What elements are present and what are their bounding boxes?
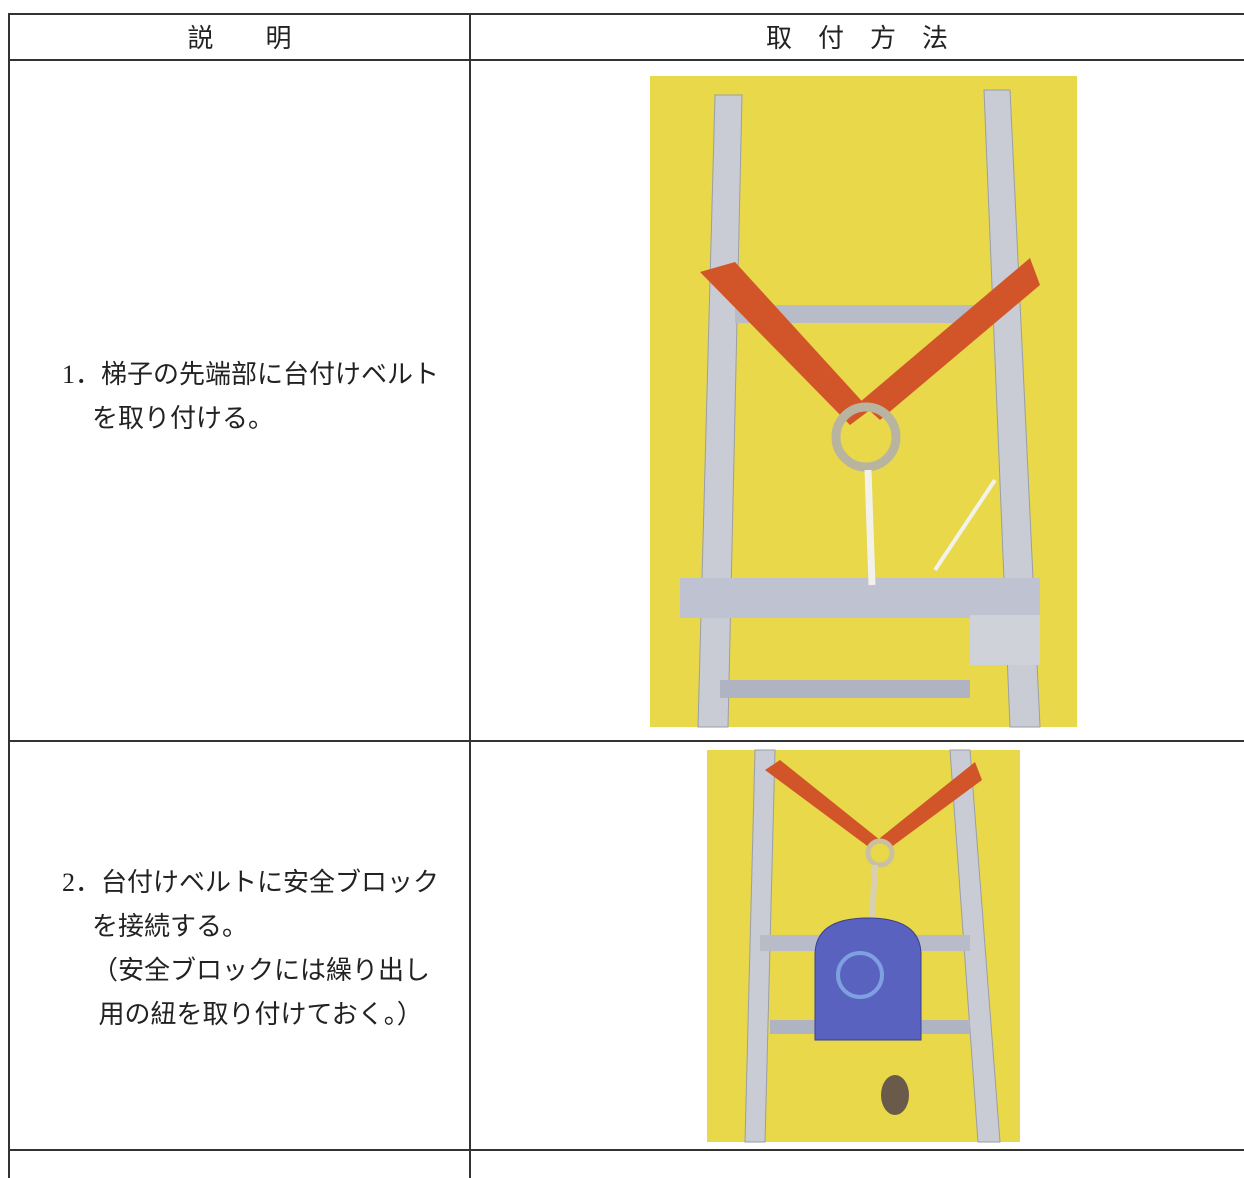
text-line: 用の紐を取り付けておく。） xyxy=(92,1000,423,1029)
header-description: 説 明 xyxy=(187,24,292,53)
text-line: を取り付ける。 xyxy=(92,404,275,433)
text-line: （安全ブロックには繰り出し xyxy=(92,956,431,985)
text-line: 2．台付けベルトに安全ブロック xyxy=(62,868,440,897)
row-2-text: 2．台付けベルトに安全ブロックを接続する。 （安全ブロックには繰り出し 用の紐を取… xyxy=(62,861,439,1037)
text-line: 1．梯子の先端部に台付けベルト xyxy=(62,360,440,389)
photo-safety-block xyxy=(707,749,1020,1143)
photo-ladder-belt xyxy=(650,76,1077,728)
row-1-text: 1．梯子の先端部に台付けベルトを取り付ける。 xyxy=(62,353,439,441)
header-method: 取 付 方 法 xyxy=(765,24,948,53)
text-line: を接続する。 xyxy=(92,912,249,941)
